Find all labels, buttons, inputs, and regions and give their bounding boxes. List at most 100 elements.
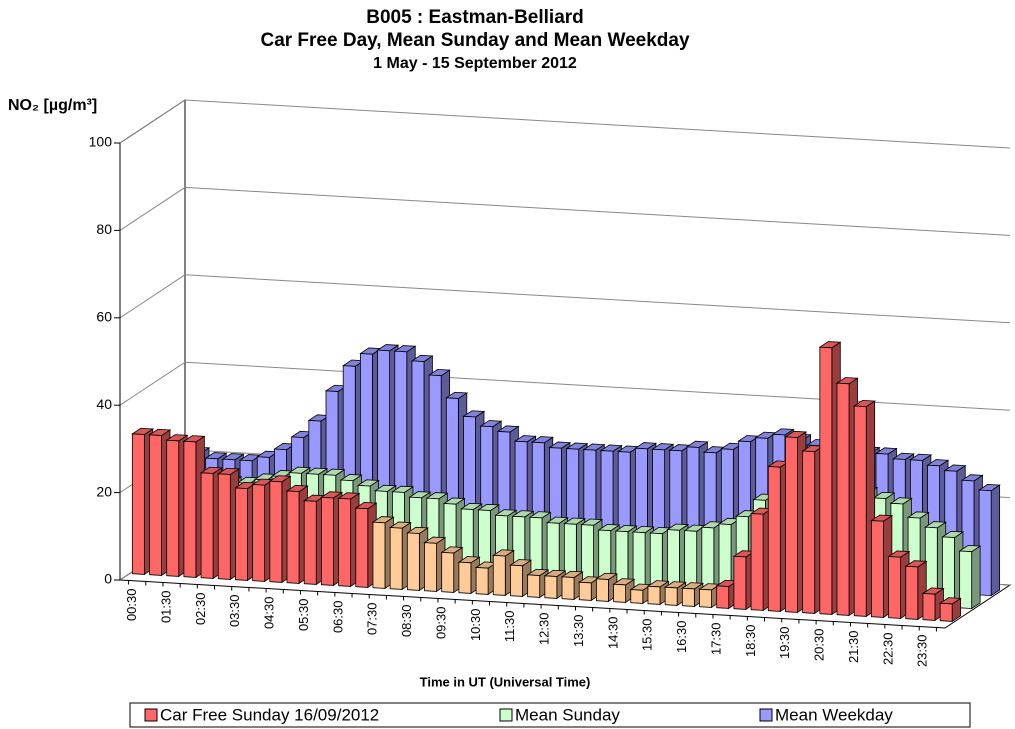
bar-front	[406, 532, 420, 591]
y-tick-label: 20	[96, 483, 112, 499]
x-tick-label: 09:30	[433, 607, 448, 640]
x-tick-label: 18:30	[743, 625, 758, 658]
x-tick-label: 21:30	[846, 631, 861, 664]
legend-swatch	[499, 708, 513, 722]
bar-front	[355, 507, 369, 588]
x-tick-label: 12:30	[537, 613, 552, 646]
grid-line	[119, 274, 1011, 324]
bar-front	[510, 564, 523, 597]
y-tick-label: 100	[89, 134, 113, 150]
y-axis-label: NO₂ [µg/m³]	[8, 97, 97, 114]
bar-front	[149, 434, 162, 576]
x-tick-label: 15:30	[640, 619, 655, 652]
x-tick-label: 19:30	[777, 627, 792, 660]
x-axis-label: Time in UT (Universal Time)	[420, 674, 591, 689]
x-tick-label: 00:30	[124, 589, 139, 622]
bar-front	[888, 556, 902, 619]
bar-front	[544, 575, 558, 599]
bar-front	[235, 487, 248, 581]
bar-front	[458, 561, 472, 594]
bar-front	[942, 536, 955, 608]
x-tick-label: 13:30	[571, 615, 586, 648]
bar-front	[338, 497, 352, 587]
grid-line	[119, 186, 1011, 236]
bar	[614, 524, 638, 590]
x-tick-label: 02:30	[193, 593, 208, 626]
bar-front	[303, 500, 317, 585]
bar-front	[785, 436, 798, 613]
bar-front	[767, 466, 781, 612]
x-tick-label: 07:30	[365, 603, 380, 636]
bar-front	[613, 583, 627, 603]
bar-front	[836, 382, 850, 616]
y-tick-label: 60	[96, 309, 112, 325]
bar-front	[131, 433, 145, 575]
bar-front	[939, 602, 953, 622]
y-tick-label: 0	[104, 571, 112, 587]
bar-front	[389, 527, 403, 590]
x-tick-label: 06:30	[330, 601, 345, 634]
bar	[440, 546, 464, 594]
bar	[663, 581, 687, 607]
bar-front	[632, 531, 646, 590]
legend-swatch	[144, 708, 158, 722]
bar	[904, 560, 928, 621]
bar-front	[870, 520, 884, 618]
bar-front	[424, 542, 437, 592]
x-tick-label: 23:30	[915, 635, 930, 668]
bar	[938, 597, 962, 623]
bar-front	[578, 581, 592, 601]
x-tick-label: 04:30	[262, 597, 277, 630]
y-tick-label: 80	[96, 221, 112, 237]
bar	[977, 484, 1001, 597]
bar-front	[802, 450, 816, 614]
bar	[560, 570, 584, 601]
x-tick-label: 20:30	[812, 629, 827, 662]
bar-front	[183, 440, 197, 578]
chart-period: 1 May - 15 September 2012	[373, 55, 577, 72]
bar	[423, 536, 447, 593]
bar-front	[320, 496, 334, 586]
x-tick-label: 22:30	[880, 633, 895, 666]
x-tick-label: 16:30	[674, 621, 689, 654]
bar-front	[978, 489, 992, 597]
bar-front	[372, 521, 386, 589]
bar	[852, 399, 876, 618]
chart-subtitle: Car Free Day, Mean Sunday and Mean Weekd…	[260, 30, 689, 51]
bar-front	[492, 554, 506, 596]
bar-front	[819, 346, 833, 615]
bar-side	[971, 545, 981, 610]
bar-front	[527, 574, 541, 598]
legend-swatch	[759, 708, 773, 722]
bar-front	[959, 550, 973, 609]
grid-line	[119, 361, 1011, 411]
bar-front	[733, 555, 747, 610]
x-tick-label: 05:30	[296, 599, 311, 632]
bar	[199, 466, 223, 580]
legend-label: Mean Sunday	[515, 705, 620, 724]
bar-front	[630, 589, 644, 604]
bar	[406, 526, 430, 592]
legend-label: Mean Weekday	[775, 705, 893, 724]
bar-front	[217, 473, 231, 580]
bar-front	[475, 567, 489, 595]
bar-front	[681, 587, 695, 607]
bar-front	[716, 585, 730, 609]
bar-front	[664, 586, 678, 606]
grid-line	[119, 99, 1011, 149]
x-tick-label: 11:30	[502, 611, 517, 643]
bar-front	[647, 585, 661, 605]
legend-box	[129, 702, 971, 728]
bar-front	[252, 484, 266, 582]
bar	[870, 514, 894, 619]
bar-front	[922, 593, 936, 621]
bar-front	[286, 490, 300, 584]
x-tick-label: 01:30	[158, 591, 173, 624]
x-tick-label: 10:30	[468, 609, 483, 642]
bar-front	[750, 513, 764, 611]
bar-front	[269, 480, 283, 583]
bar	[818, 341, 842, 616]
legend-label: Car Free Sunday 16/09/2012	[160, 705, 379, 724]
bar-front	[699, 588, 712, 608]
